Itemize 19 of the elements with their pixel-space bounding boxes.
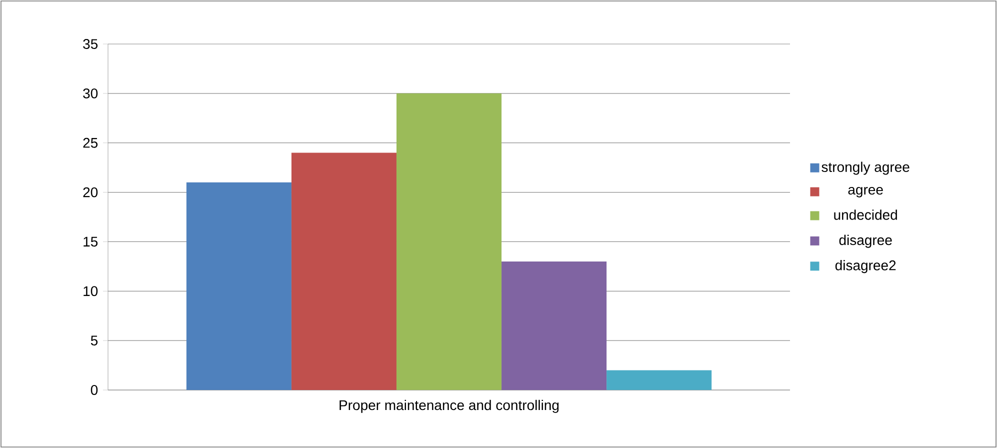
y-tick-label: 35 (83, 39, 98, 49)
bar (502, 261, 607, 390)
legend-label: strongly agree (822, 162, 910, 175)
bar (186, 182, 292, 390)
y-tick-label: 5 (90, 336, 98, 346)
y-tick-label: 30 (83, 88, 98, 98)
y-tick-label: 15 (84, 236, 98, 247)
legend-label: disagree2 (835, 260, 896, 274)
y-tick-label: 20 (83, 187, 98, 198)
y-tick-label: 25 (83, 138, 98, 148)
bar (396, 93, 502, 390)
y-tick-label: 0 (90, 385, 98, 395)
bar (606, 370, 712, 390)
legend-label: disagree (839, 234, 892, 248)
legend-label: undecided (834, 210, 897, 220)
x-tick-label: Proper maintenance and controlling (340, 400, 559, 413)
legend-label: agree (848, 186, 883, 198)
bar (291, 152, 396, 390)
y-tick-label: 10 (84, 286, 98, 296)
